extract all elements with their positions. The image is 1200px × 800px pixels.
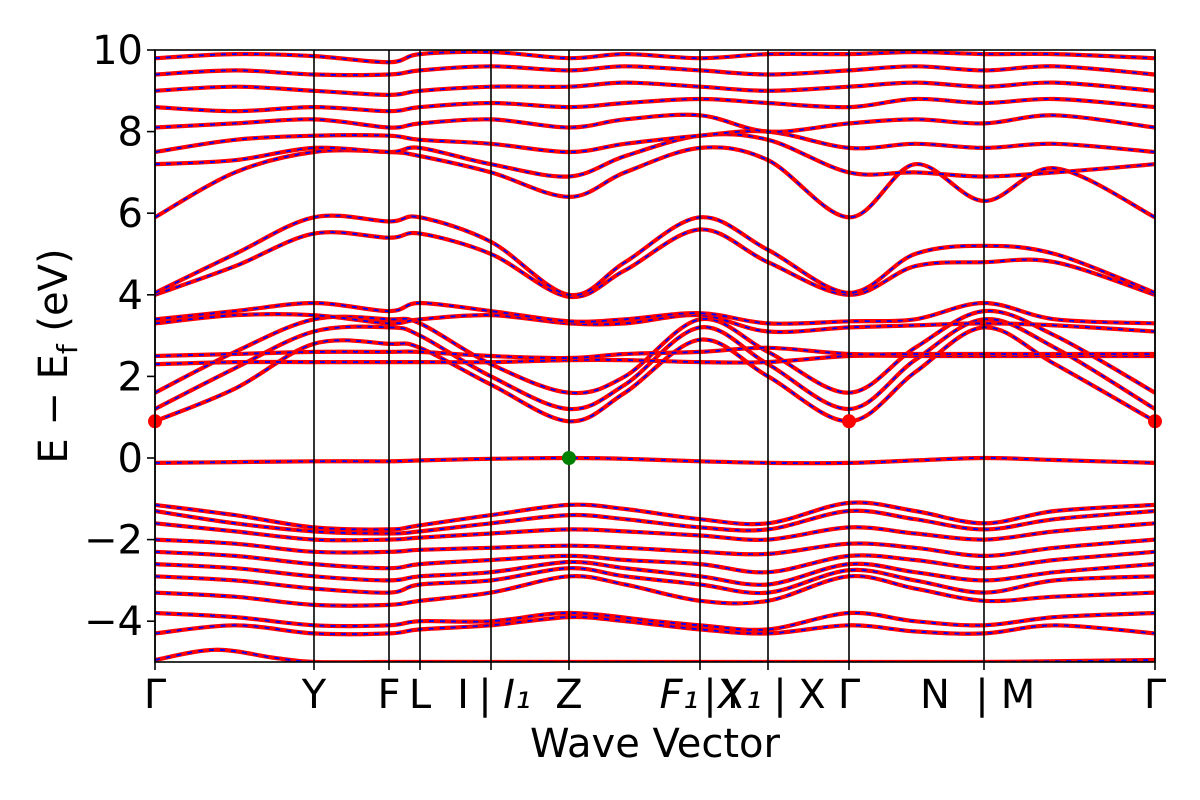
band-line-blue-18	[155, 302, 1155, 325]
x-tick-label-11: X₁	[716, 672, 761, 718]
x-tick-label-18: Γ	[1144, 672, 1167, 718]
x-tick-label-8: F₁	[659, 672, 698, 718]
band-line-blue-17	[155, 313, 1155, 333]
y-axis-ticks: −4 −2 0 2 4 6 8 10	[84, 28, 155, 645]
band-line-red-0	[155, 647, 1155, 662]
band-line-blue-23	[155, 130, 1155, 153]
x-tick-label-10: Y	[720, 672, 746, 718]
band-line-red-11	[155, 455, 1155, 466]
x-tick-label-7: Z	[555, 672, 582, 718]
x-axis-label: Wave Vector	[530, 721, 781, 767]
band-line-blue-20	[155, 214, 1155, 296]
y-tick-label-2: 0	[118, 436, 143, 482]
band-line-blue-10	[155, 501, 1155, 531]
band-line-blue-2	[155, 611, 1155, 631]
band-line-blue-12	[155, 326, 1155, 423]
y-tick-label-6: 8	[118, 110, 143, 156]
x-tick-label-5: |	[478, 672, 491, 718]
band-line-blue-16	[155, 346, 1155, 359]
y-tick-label-3: 2	[118, 354, 143, 400]
y-tick-label-5: 6	[118, 191, 143, 237]
y-axis-label-sub: f	[51, 343, 84, 354]
band-line-blue-24	[155, 113, 1155, 133]
band-line-blue-19	[155, 228, 1155, 298]
band-line-blue-14	[155, 310, 1155, 395]
x-tick-label-14: Γ	[838, 672, 861, 718]
band-line-blue-9	[155, 509, 1155, 535]
band-line-blue-4	[155, 567, 1155, 594]
band-line-blue-3	[155, 575, 1155, 607]
band-line-red-7	[155, 537, 1155, 558]
y-axis-label: E − Ef (eV)	[31, 248, 84, 463]
band-line-blue-6	[155, 550, 1155, 574]
band-line-red-27	[155, 64, 1155, 78]
x-tick-label-16: |	[975, 672, 988, 718]
x-tick-label-17: M	[1001, 672, 1036, 718]
band-line-blue-21	[155, 146, 1155, 219]
x-axis-ticks: Γ Y F L I | I₁ Z F₁ | YX₁ | X Γ N | M Γ	[144, 662, 1167, 718]
y-tick-label-4: 4	[118, 273, 143, 319]
band-line-red-26	[155, 80, 1155, 97]
band-line-blue-13	[155, 318, 1155, 410]
band-line-red-22	[155, 132, 1155, 179]
x-tick-label-15: N	[920, 672, 950, 718]
extremum-marker-1	[842, 414, 856, 429]
y-axis-label-unit: (eV)	[31, 248, 77, 344]
x-tick-label-2: F	[377, 672, 400, 718]
plot-frame	[154, 49, 1156, 663]
band-line-red-25	[155, 96, 1155, 114]
band-line-blue-5	[155, 561, 1155, 586]
x-tick-label-3: L	[409, 672, 432, 718]
x-tick-label-9: |	[703, 672, 716, 718]
y-tick-label-1: −2	[84, 518, 143, 564]
x-tick-label-1: Y	[301, 672, 327, 718]
band-lines	[155, 50, 1155, 662]
band-line-blue-1	[155, 616, 1155, 636]
x-tick-label-13: X	[798, 672, 825, 718]
x-tick-label-4: I	[457, 672, 469, 718]
y-tick-label-7: 10	[92, 28, 143, 74]
band-line-blue-8	[155, 522, 1155, 542]
x-tick-label-6: I₁	[503, 672, 531, 718]
y-tick-label-0: −4	[84, 599, 143, 645]
x-tick-label-12: |	[773, 672, 786, 718]
extremum-marker-3	[562, 451, 576, 465]
y-axis-label-main: E − E	[31, 354, 77, 464]
x-tick-label-0: Γ	[144, 672, 167, 718]
band-line-blue-28	[155, 50, 1155, 64]
